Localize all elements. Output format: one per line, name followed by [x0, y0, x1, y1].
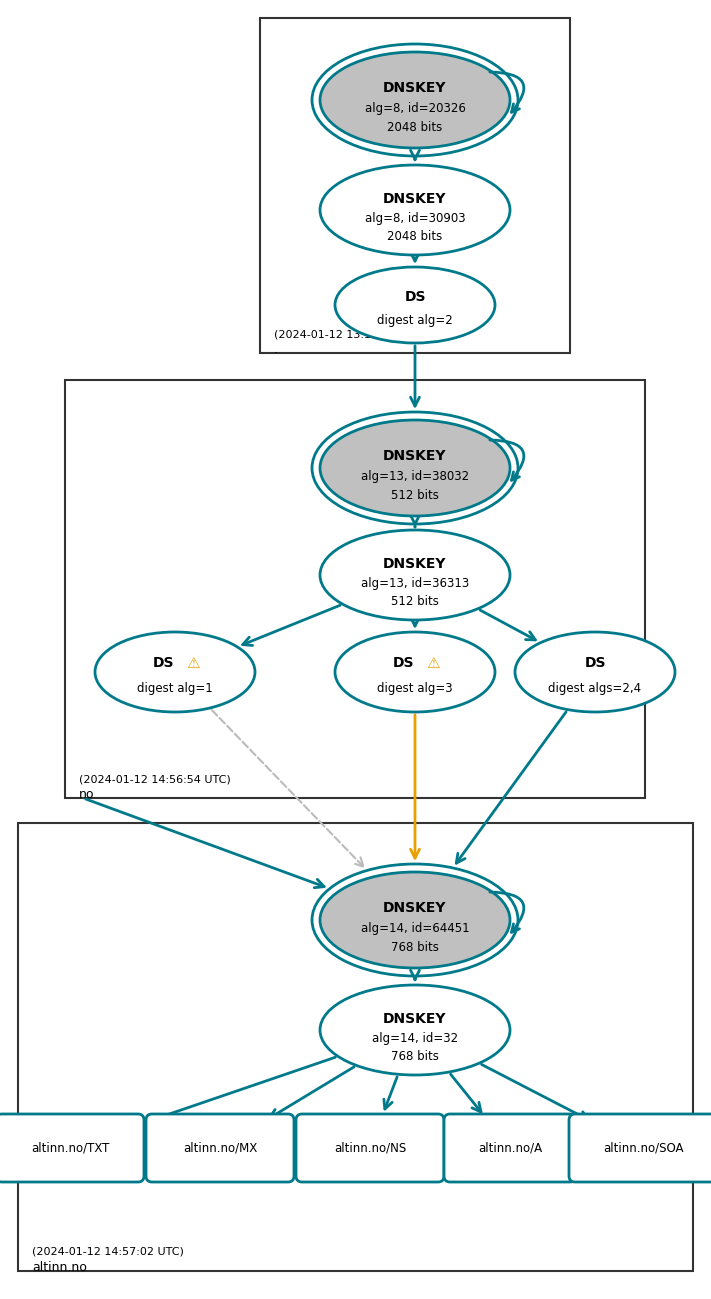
Ellipse shape — [320, 165, 510, 255]
Text: no: no — [79, 788, 95, 801]
Text: altinn.no/A: altinn.no/A — [478, 1142, 542, 1155]
Text: altinn.no/TXT: altinn.no/TXT — [31, 1142, 109, 1155]
Text: digest alg=3: digest alg=3 — [378, 682, 453, 695]
Text: alg=8, id=20326: alg=8, id=20326 — [365, 103, 466, 116]
Ellipse shape — [335, 268, 495, 343]
Ellipse shape — [320, 420, 510, 516]
Text: alg=14, id=64451: alg=14, id=64451 — [360, 922, 469, 935]
Text: alg=13, id=38032: alg=13, id=38032 — [361, 470, 469, 483]
Text: 512 bits: 512 bits — [391, 490, 439, 503]
Text: 2048 bits: 2048 bits — [387, 121, 443, 134]
Ellipse shape — [95, 633, 255, 712]
Text: DNSKEY: DNSKEY — [383, 1012, 447, 1026]
Text: DNSKEY: DNSKEY — [383, 81, 447, 95]
Ellipse shape — [320, 872, 510, 968]
Ellipse shape — [320, 530, 510, 620]
Text: altinn.no/SOA: altinn.no/SOA — [603, 1142, 683, 1155]
FancyBboxPatch shape — [0, 1115, 144, 1182]
Text: DS: DS — [405, 290, 426, 304]
Ellipse shape — [335, 633, 495, 712]
Text: 2048 bits: 2048 bits — [387, 230, 443, 243]
Text: DS: DS — [152, 656, 173, 670]
FancyBboxPatch shape — [569, 1115, 711, 1182]
FancyBboxPatch shape — [444, 1115, 576, 1182]
Text: altinn.no/MX: altinn.no/MX — [183, 1142, 257, 1155]
Text: alg=13, id=36313: alg=13, id=36313 — [361, 577, 469, 590]
Text: digest alg=1: digest alg=1 — [137, 682, 213, 695]
Text: 768 bits: 768 bits — [391, 942, 439, 955]
Text: digest alg=2: digest alg=2 — [377, 314, 453, 327]
Text: DNSKEY: DNSKEY — [383, 902, 447, 914]
Text: 512 bits: 512 bits — [391, 595, 439, 608]
Text: DS: DS — [584, 656, 606, 670]
Text: altinn.no/NS: altinn.no/NS — [334, 1142, 406, 1155]
Text: 768 bits: 768 bits — [391, 1050, 439, 1063]
Text: (2024-01-12 13:15:51 UTC): (2024-01-12 13:15:51 UTC) — [274, 329, 425, 339]
Text: .: . — [274, 343, 278, 356]
Ellipse shape — [320, 52, 510, 148]
Ellipse shape — [320, 985, 510, 1076]
Bar — [260, 18, 570, 353]
Text: alg=8, id=30903: alg=8, id=30903 — [365, 212, 465, 225]
Ellipse shape — [515, 633, 675, 712]
Bar — [18, 824, 693, 1270]
Text: altinn.no: altinn.no — [32, 1261, 87, 1274]
Text: DNSKEY: DNSKEY — [383, 557, 447, 570]
FancyBboxPatch shape — [146, 1115, 294, 1182]
Text: alg=14, id=32: alg=14, id=32 — [372, 1031, 458, 1044]
Text: DNSKEY: DNSKEY — [383, 449, 447, 462]
Text: digest algs=2,4: digest algs=2,4 — [548, 682, 641, 695]
Text: ⚠: ⚠ — [426, 656, 440, 670]
Text: ⚠: ⚠ — [186, 656, 200, 670]
FancyBboxPatch shape — [296, 1115, 444, 1182]
Text: DNSKEY: DNSKEY — [383, 192, 447, 205]
Text: (2024-01-12 14:57:02 UTC): (2024-01-12 14:57:02 UTC) — [32, 1247, 184, 1257]
Bar — [65, 381, 645, 798]
Text: (2024-01-12 14:56:54 UTC): (2024-01-12 14:56:54 UTC) — [79, 774, 231, 785]
Text: DS: DS — [392, 656, 414, 670]
